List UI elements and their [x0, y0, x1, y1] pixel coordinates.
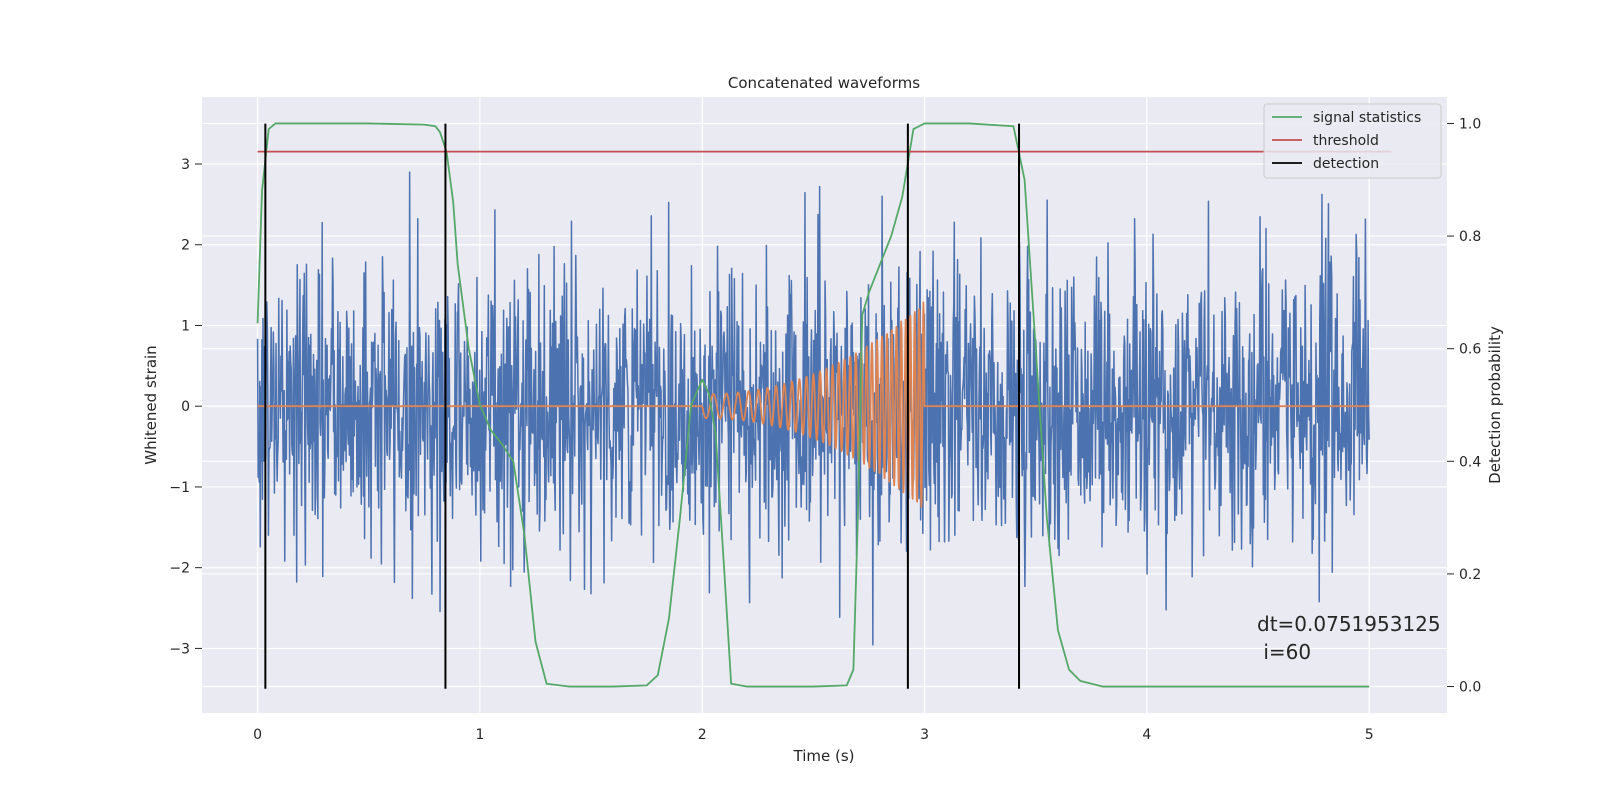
annotation-dt: dt=0.0751953125	[1257, 612, 1441, 636]
template-line	[257, 301, 1370, 508]
y-tick-label: −1	[169, 480, 190, 496]
right-tick-label: 0.8	[1459, 229, 1481, 245]
y-tick-label: −3	[169, 641, 190, 657]
x-axis-label: Time (s)	[793, 747, 855, 765]
y-tick-label: −2	[169, 561, 190, 577]
y-tick-label: 3	[181, 157, 190, 173]
x-tick-label: 0	[253, 727, 262, 743]
right-tick-label: 0.0	[1459, 680, 1481, 696]
legend: signal statistics threshold detection	[1263, 103, 1442, 179]
right-axis-ticks: 0.0 0.2 0.4 0.6 0.8 1.0	[1447, 116, 1481, 696]
x-axis-ticks: 0 1 2 3 4 5	[253, 727, 1374, 743]
y-axis-ticks: −3 −2 −1 0 1 2 3	[169, 157, 202, 657]
y-tick-label: 2	[181, 238, 190, 254]
strain-line	[256, 171, 1370, 646]
legend-box	[1263, 103, 1442, 179]
x-tick-label: 5	[1365, 727, 1374, 743]
y-axis-label: Whitened strain	[142, 345, 160, 464]
legend-entry-threshold: threshold	[1313, 133, 1379, 149]
annotation-index: i=60	[1257, 640, 1311, 664]
template-trace	[257, 301, 1370, 508]
detection-lines	[264, 123, 1021, 689]
right-tick-label: 1.0	[1459, 116, 1481, 132]
strain-trace	[256, 171, 1370, 646]
x-tick-label: 1	[475, 727, 484, 743]
right-tick-label: 0.2	[1459, 567, 1481, 583]
right-tick-label: 0.4	[1459, 454, 1481, 470]
right-axis-label: Detection probability	[1486, 326, 1504, 484]
chart-title: Concatenated waveforms	[728, 74, 920, 92]
x-tick-label: 3	[920, 727, 929, 743]
y-tick-label: 1	[181, 318, 190, 334]
legend-entry-signal-statistics: signal statistics	[1313, 110, 1421, 126]
y-tick-label: 0	[181, 399, 190, 415]
x-tick-label: 4	[1142, 727, 1151, 743]
x-tick-label: 2	[698, 727, 707, 743]
right-tick-label: 0.6	[1459, 342, 1481, 358]
legend-entry-detection: detection	[1313, 156, 1379, 172]
